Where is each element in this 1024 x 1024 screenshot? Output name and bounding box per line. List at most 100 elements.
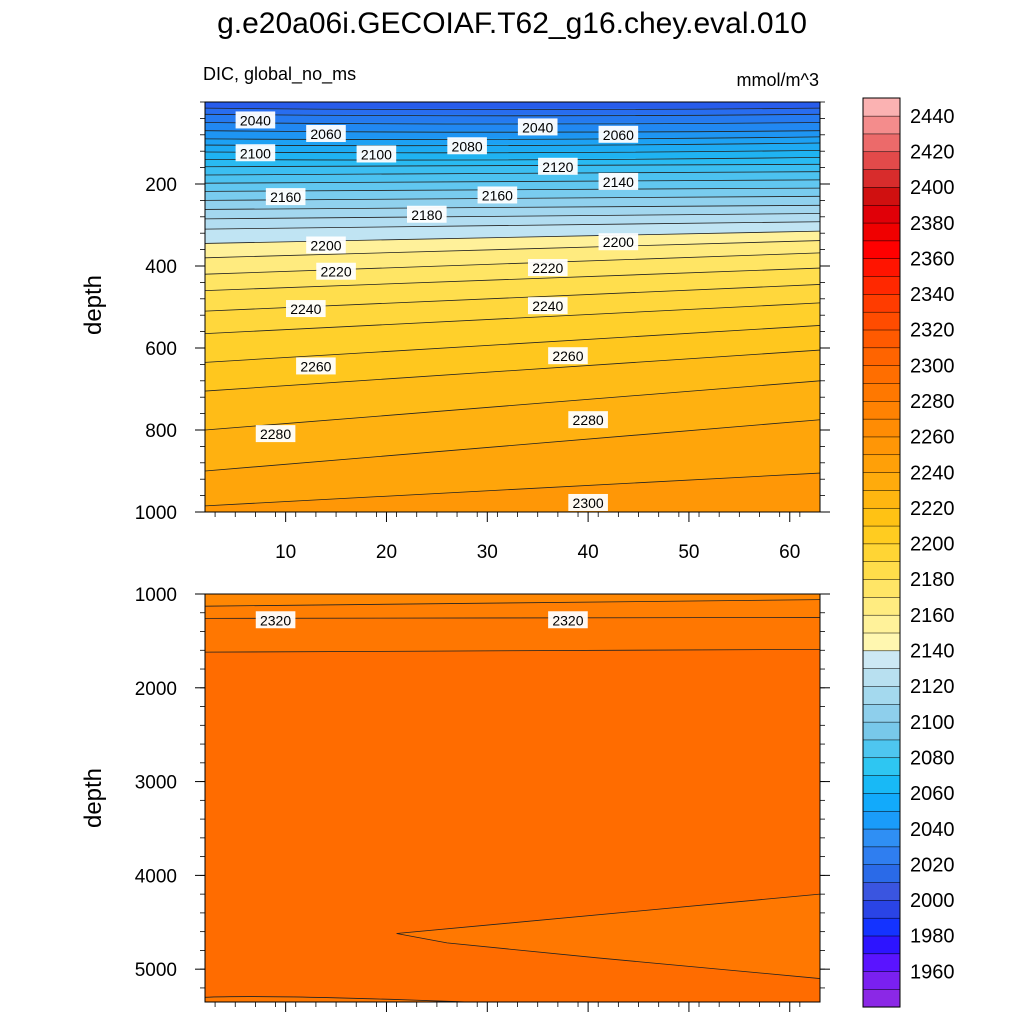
contour-label-2240: 2240 [532, 298, 563, 314]
colorbar-swatch [862, 792, 901, 812]
variable-label: DIC, global_no_ms [203, 64, 356, 85]
lower-contour-line-0 [205, 599, 820, 607]
contour-label-2040: 2040 [522, 119, 553, 135]
contour-label-2120: 2120 [542, 159, 573, 175]
colorbar-swatch [862, 97, 901, 117]
lower-contour-line-4 [205, 996, 468, 1002]
contour-label-2260: 2260 [300, 358, 331, 374]
contour-line-2200 [205, 230, 820, 244]
contour-label-2180: 2180 [411, 207, 442, 223]
colorbar-swatch [862, 186, 901, 206]
lower-band-2330 [205, 617, 820, 653]
contour-label-2060: 2060 [310, 126, 341, 142]
lower-contour-line-3 [396, 893, 820, 979]
contour-label-2220: 2220 [532, 260, 563, 276]
upper-frame [204, 101, 821, 513]
colorbar-swatch [862, 258, 901, 277]
colorbar-label-2240: 2240 [910, 462, 955, 484]
contour-line-2220 [205, 252, 820, 275]
x-tick-label-10: 10 [275, 542, 296, 563]
y-tick-label-1000: 1000 [135, 585, 177, 606]
colorbar-swatch [862, 382, 901, 402]
contour-line-2120 [205, 163, 820, 168]
colorbar-swatch [862, 418, 901, 438]
colorbar-label-2380: 2380 [910, 213, 955, 235]
colorbar-label-2260: 2260 [910, 427, 955, 449]
contour-line-2070 [205, 130, 820, 133]
colorbar-label-2220: 2220 [910, 498, 955, 520]
contour-line-2290 [205, 419, 820, 472]
colorbar-swatch [862, 632, 901, 652]
contour-line-2260 [205, 325, 820, 363]
contour-line-2180 [205, 213, 820, 220]
contour-label-2100: 2100 [361, 146, 392, 162]
contour-label-box [527, 259, 568, 277]
contour-line-2210 [205, 240, 820, 259]
lower-y-axis-label: depth [80, 768, 107, 828]
colorbar-swatch [862, 917, 901, 937]
lower-wedge [396, 894, 820, 979]
y-tick-label-4000: 4000 [135, 866, 177, 887]
contour-label-box [548, 347, 588, 365]
x-tick-label-20: 20 [376, 542, 397, 563]
contour-label-2160: 2160 [270, 189, 301, 205]
figure-title: g.e20a06i.GECOIAF.T62_g16.chey.eval.010 [217, 7, 807, 40]
contour-line-2140 [205, 179, 820, 184]
colorbar-swatch [862, 953, 901, 972]
colorbar-swatch [862, 988, 901, 1008]
colorbar-swatch [862, 133, 901, 153]
contour-line-2270 [205, 349, 820, 392]
contour-label-2080: 2080 [452, 138, 483, 154]
contour-label-box [598, 125, 639, 143]
contour-line-2100 [205, 149, 820, 154]
upper-band-top [205, 102, 820, 109]
contour-label-box [316, 262, 356, 280]
colorbar-swatch [862, 561, 901, 580]
colorbar-swatch [862, 864, 901, 883]
colorbar-label-1980: 1980 [910, 926, 955, 948]
contour-label-box [306, 124, 346, 142]
colorbar-swatch [862, 650, 901, 669]
colorbar-swatch [862, 115, 901, 135]
contour-label-box [517, 118, 558, 136]
colorbar-swatch [862, 240, 901, 259]
colorbar-swatch [862, 757, 901, 776]
upper-y-axis-label: depth [80, 275, 107, 335]
contour-label-box [568, 411, 608, 429]
colorbar-label-2180: 2180 [910, 569, 955, 591]
x-tick-label-60: 60 [779, 542, 800, 563]
colorbar-label-2300: 2300 [910, 355, 955, 377]
contour-line-2250 [205, 302, 820, 335]
contour-label-box [598, 233, 639, 251]
lower-contour-fill [205, 594, 820, 1002]
lower-frame [204, 593, 821, 1003]
colorbar-swatch [862, 775, 901, 794]
contour-label-box [356, 145, 397, 163]
colorbar-swatch [862, 347, 901, 366]
colorbar-swatch [862, 436, 901, 456]
colorbar-label-2000: 2000 [910, 890, 955, 912]
contour-line-2080 [205, 136, 820, 140]
colorbar-swatch [862, 454, 901, 473]
lower-band-2310 [205, 594, 820, 607]
contour-label-box [265, 188, 306, 206]
contour-label-box [255, 425, 296, 443]
y-tick-label-5000: 5000 [135, 960, 177, 981]
y-tick-label-200: 200 [145, 175, 177, 196]
contour-label-box [306, 236, 346, 254]
colorbar-swatch [862, 614, 901, 634]
contour-label-2060: 2060 [603, 127, 634, 143]
contour-line-2060 [205, 122, 820, 125]
contour-line-2040 [205, 107, 820, 111]
colorbar-label-2320: 2320 [910, 320, 955, 342]
colorbar-swatch [862, 169, 901, 188]
contour-label-2160: 2160 [482, 187, 513, 203]
contour-line-2130 [205, 171, 820, 176]
colorbar-label-2440: 2440 [910, 106, 955, 128]
colorbar-label-2200: 2200 [910, 534, 955, 556]
lower-band-2320 [205, 599, 820, 619]
colorbar-swatch [862, 810, 901, 830]
colorbar-swatch [862, 151, 901, 170]
